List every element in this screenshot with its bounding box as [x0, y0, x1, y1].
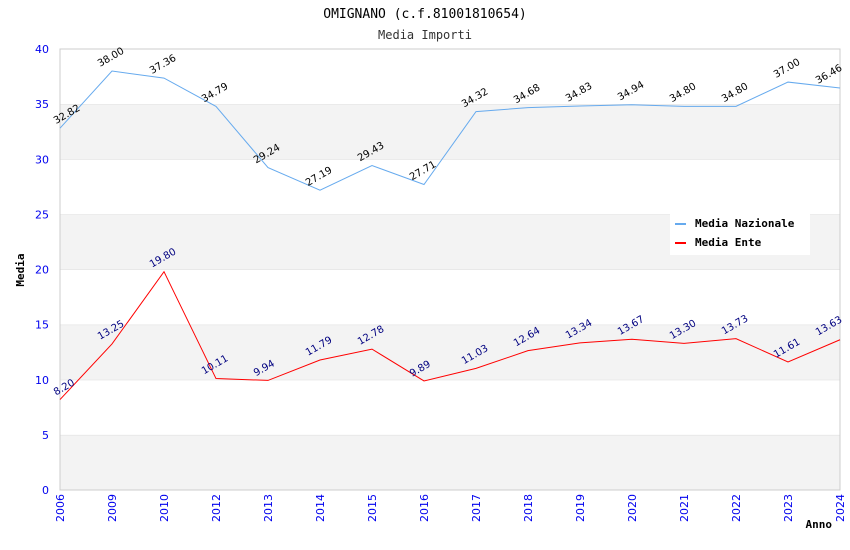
- x-axis-label: Anno: [806, 518, 833, 531]
- y-tick-label: 20: [35, 264, 49, 277]
- grid-band: [60, 434, 840, 490]
- x-tick-label: 2012: [210, 494, 223, 522]
- x-tick-label: 2015: [366, 494, 379, 522]
- x-tick-label: 2014: [314, 494, 327, 522]
- plot-frame: [59, 48, 841, 491]
- y-tick-label: 15: [35, 319, 49, 332]
- x-tick-label: 2006: [54, 494, 67, 522]
- chart-subtitle: Media Importi: [378, 28, 472, 42]
- legend-label-ente: Media Ente: [695, 236, 762, 249]
- grid-band: [60, 159, 840, 215]
- x-tick-label: 2019: [574, 494, 587, 522]
- y-tick-label: 5: [42, 429, 49, 442]
- x-tick-label: 2023: [782, 494, 795, 522]
- x-tick-label: 2018: [522, 494, 535, 522]
- y-tick-label: 35: [35, 98, 49, 111]
- legend: Media Nazionale Media Ente: [670, 212, 810, 255]
- series-line-nazionale: [59, 70, 841, 191]
- x-tick-label: 2022: [730, 494, 743, 522]
- legend-label-nazionale: Media Nazionale: [695, 217, 795, 230]
- grid-band: [60, 104, 840, 160]
- grid-band: [60, 324, 840, 380]
- grid-band: [60, 269, 840, 325]
- x-tick-label: 2009: [106, 494, 119, 522]
- x-tick-label: 2016: [418, 494, 431, 522]
- series-line-ente: [59, 270, 841, 400]
- x-tick-label: 2010: [158, 494, 171, 522]
- grid-band: [60, 49, 840, 105]
- x-tick-label: 2024: [834, 494, 847, 522]
- y-tick-label: 0: [42, 484, 49, 497]
- x-tick-label: 2020: [626, 494, 639, 522]
- y-tick-label: 40: [35, 43, 49, 56]
- y-tick-label: 10: [35, 374, 49, 387]
- grid-band: [60, 379, 840, 435]
- chart-title: OMIGNANO (c.f.81001810654): [323, 7, 527, 22]
- y-axis-label: Media: [14, 253, 27, 286]
- x-tick-label: 2013: [262, 494, 275, 522]
- x-tick-label: 2021: [678, 494, 691, 522]
- x-tick-label: 2017: [470, 494, 483, 522]
- y-tick-label: 25: [35, 208, 49, 221]
- y-tick-label: 30: [35, 153, 49, 166]
